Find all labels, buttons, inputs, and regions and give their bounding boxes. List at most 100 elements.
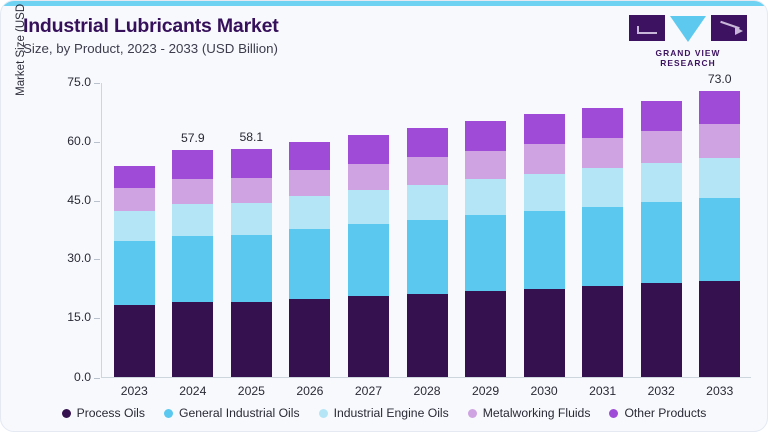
bar-segment[interactable] [172, 150, 214, 180]
bar-segment[interactable] [465, 179, 507, 216]
bar-segment[interactable] [113, 166, 155, 189]
bar-segment[interactable] [582, 168, 624, 207]
bar-segment[interactable] [406, 157, 448, 185]
bar-stack[interactable] [640, 101, 682, 377]
legend-item[interactable]: Process Oils [61, 406, 145, 420]
bar-stack[interactable] [172, 150, 214, 377]
bar-segment[interactable] [289, 229, 331, 299]
bar-segment[interactable] [172, 235, 214, 303]
bar-segment[interactable] [523, 173, 565, 211]
bar-segment[interactable] [465, 121, 507, 151]
logo-triangle-icon [670, 16, 706, 42]
bar-segment[interactable] [699, 124, 741, 158]
bar-segment[interactable] [523, 144, 565, 174]
bar-segment[interactable] [289, 196, 331, 230]
bar-stack[interactable] [699, 90, 741, 377]
bar-segment[interactable] [406, 128, 448, 158]
bar-segment[interactable] [640, 202, 682, 284]
bar-segment[interactable] [582, 107, 624, 138]
legend-swatch-icon [609, 408, 619, 418]
bar-segment[interactable] [172, 179, 214, 204]
bar-segment[interactable] [347, 163, 389, 191]
legend-item[interactable]: Metalworking Fluids [467, 406, 590, 420]
bar-column[interactable]: 73.0 2033 [690, 72, 749, 398]
bar-segment[interactable] [289, 170, 331, 197]
bar-segment[interactable] [465, 150, 507, 180]
bar-column[interactable]: 2026 [281, 83, 340, 398]
bar-column[interactable]: 2023 [105, 83, 164, 398]
chart-title: Industrial Lubricants Market [23, 15, 279, 37]
chart-header: Industrial Lubricants Market Size, by Pr… [23, 15, 279, 56]
bar-segment[interactable] [289, 142, 331, 171]
legend-label: Industrial Engine Oils [333, 406, 449, 420]
bar-segment[interactable] [230, 234, 272, 302]
bar-stack[interactable] [347, 135, 389, 377]
bar-segment[interactable] [640, 283, 682, 377]
y-tick-label: 30.0 [67, 251, 91, 266]
bar-segment[interactable] [523, 114, 565, 145]
bar-segment[interactable] [113, 241, 155, 305]
bar-segment[interactable] [347, 190, 389, 225]
bar-segment[interactable] [582, 286, 624, 377]
bar-segment[interactable] [113, 188, 155, 211]
bar-segment[interactable] [230, 177, 272, 203]
bar-segment[interactable] [172, 203, 214, 236]
y-tick-mark [94, 378, 100, 379]
y-tick-mark [94, 141, 100, 143]
bar-segment[interactable] [465, 215, 507, 292]
bar-stack[interactable] [582, 107, 624, 377]
bar-segment[interactable] [699, 280, 741, 377]
bar-segment[interactable] [465, 291, 507, 377]
top-accent-bar [1, 1, 767, 6]
bar-segment[interactable] [640, 101, 682, 131]
bar-column[interactable]: 2029 [456, 83, 515, 398]
legend-item[interactable]: Industrial Engine Oils [318, 406, 449, 420]
bar-stack[interactable] [406, 128, 448, 377]
bar-segment[interactable] [640, 162, 682, 203]
bar-segment[interactable] [406, 293, 448, 377]
bar-segment[interactable] [347, 224, 389, 297]
bar-segment[interactable] [406, 184, 448, 220]
bar-segment[interactable] [406, 219, 448, 294]
chart-legend: Process Oils General Industrial Oils Indus… [1, 406, 767, 420]
bar-segment[interactable] [230, 149, 272, 178]
bar-column[interactable]: 57.9 2024 [164, 83, 223, 398]
x-axis-label: 2027 [354, 384, 383, 398]
bar-segment[interactable] [347, 135, 389, 164]
bar-column[interactable]: 58.1 2025 [222, 83, 281, 398]
bar-segment[interactable] [699, 90, 741, 125]
bar-column[interactable]: 2028 [398, 83, 457, 398]
bar-segment[interactable] [582, 206, 624, 287]
y-tick-mark [94, 259, 100, 261]
bar-segment[interactable] [289, 299, 331, 377]
bar-segment[interactable] [113, 304, 155, 377]
legend-item[interactable]: General Industrial Oils [163, 406, 300, 420]
logo-left-block-icon [629, 15, 665, 41]
bar-segment[interactable] [230, 202, 272, 235]
legend-item[interactable]: Other Products [609, 406, 706, 420]
bar-stack[interactable] [113, 166, 155, 377]
y-tick-mark [94, 318, 100, 320]
bar-segment[interactable] [523, 210, 565, 289]
bar-segment[interactable] [113, 210, 155, 242]
bar-segment[interactable] [347, 296, 389, 377]
bar-column[interactable]: 2031 [573, 83, 632, 398]
bar-stack[interactable] [289, 142, 331, 377]
bar-segment[interactable] [523, 288, 565, 377]
bar-segment[interactable] [582, 137, 624, 169]
bar-stack[interactable] [230, 149, 272, 377]
bar-column[interactable]: 2030 [515, 83, 574, 398]
bar-value-label: 73.0 [707, 71, 732, 86]
bar-column[interactable]: 2027 [339, 83, 398, 398]
bar-segment[interactable] [699, 157, 741, 198]
y-tick-row: 0.0 [74, 370, 751, 384]
x-axis-label: 2026 [296, 384, 324, 398]
bar-column[interactable]: 2032 [632, 83, 691, 398]
bar-segment[interactable] [230, 301, 272, 377]
bar-segment[interactable] [640, 130, 682, 163]
y-axis-title: Market Size (USD Billion) [15, 0, 27, 96]
bar-stack[interactable] [465, 121, 507, 377]
bar-segment[interactable] [699, 197, 741, 281]
bar-stack[interactable] [523, 114, 565, 377]
bar-segment[interactable] [172, 302, 214, 377]
